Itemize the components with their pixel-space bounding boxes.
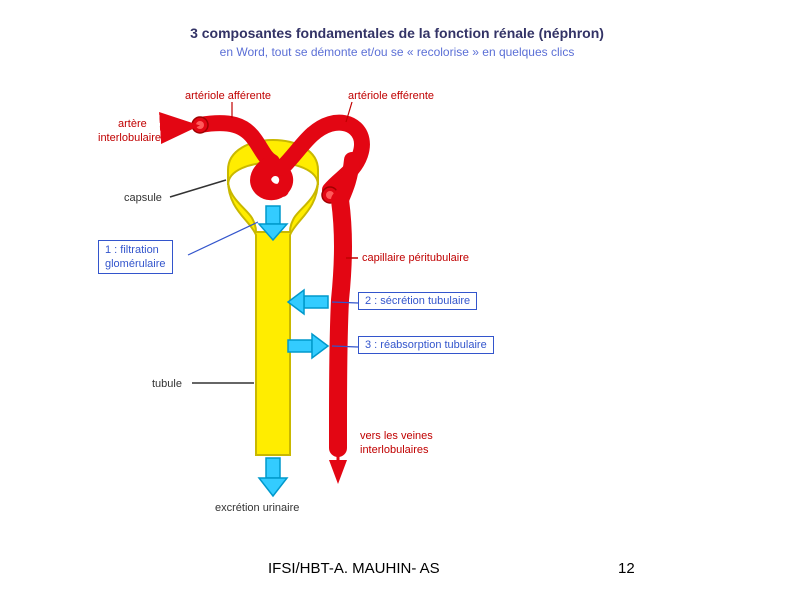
arrow-secretion — [288, 290, 328, 314]
box-filtration-l2: glomérulaire — [105, 258, 166, 270]
box-reabsorption-text: 3 : réabsorption tubulaire — [365, 339, 487, 351]
label-art-efferente: artériole efférente — [348, 90, 434, 102]
box-secretion: 2 : sécrétion tubulaire — [358, 292, 477, 310]
label-capillaire: capillaire péritubulaire — [362, 252, 469, 264]
label-artere-pointer — [160, 126, 192, 128]
label-artere-l2: interlobulaire — [98, 132, 161, 144]
label-vers-l2: interlobulaires — [360, 444, 428, 456]
arrow-reabsorption — [288, 334, 328, 358]
label-capsule: capsule — [124, 192, 162, 204]
afferent-end-highlight — [196, 121, 204, 129]
label-excretion: excrétion urinaire — [215, 502, 299, 514]
box-filtration-pointer — [188, 222, 258, 255]
box-filtration: 1 : filtration glomérulaire — [98, 240, 173, 274]
efferent-to-capillary — [340, 160, 352, 202]
footer-left: IFSI/HBT-A. MAUHIN- AS — [268, 560, 440, 577]
label-art-afferente: artériole afférente — [185, 90, 271, 102]
footer-page: 12 — [618, 560, 635, 577]
box-reabsorption: 3 : réabsorption tubulaire — [358, 336, 494, 354]
label-artere-l1: artère — [118, 118, 147, 130]
box-filtration-l1: 1 : filtration — [105, 244, 159, 256]
peritubular-capillary — [338, 200, 343, 448]
label-capsule-pointer — [170, 180, 226, 197]
arrow-excretion — [259, 458, 287, 496]
label-vers-l1: vers les veines — [360, 430, 433, 442]
box-secretion-text: 2 : sécrétion tubulaire — [365, 295, 470, 307]
label-tubule: tubule — [152, 378, 182, 390]
